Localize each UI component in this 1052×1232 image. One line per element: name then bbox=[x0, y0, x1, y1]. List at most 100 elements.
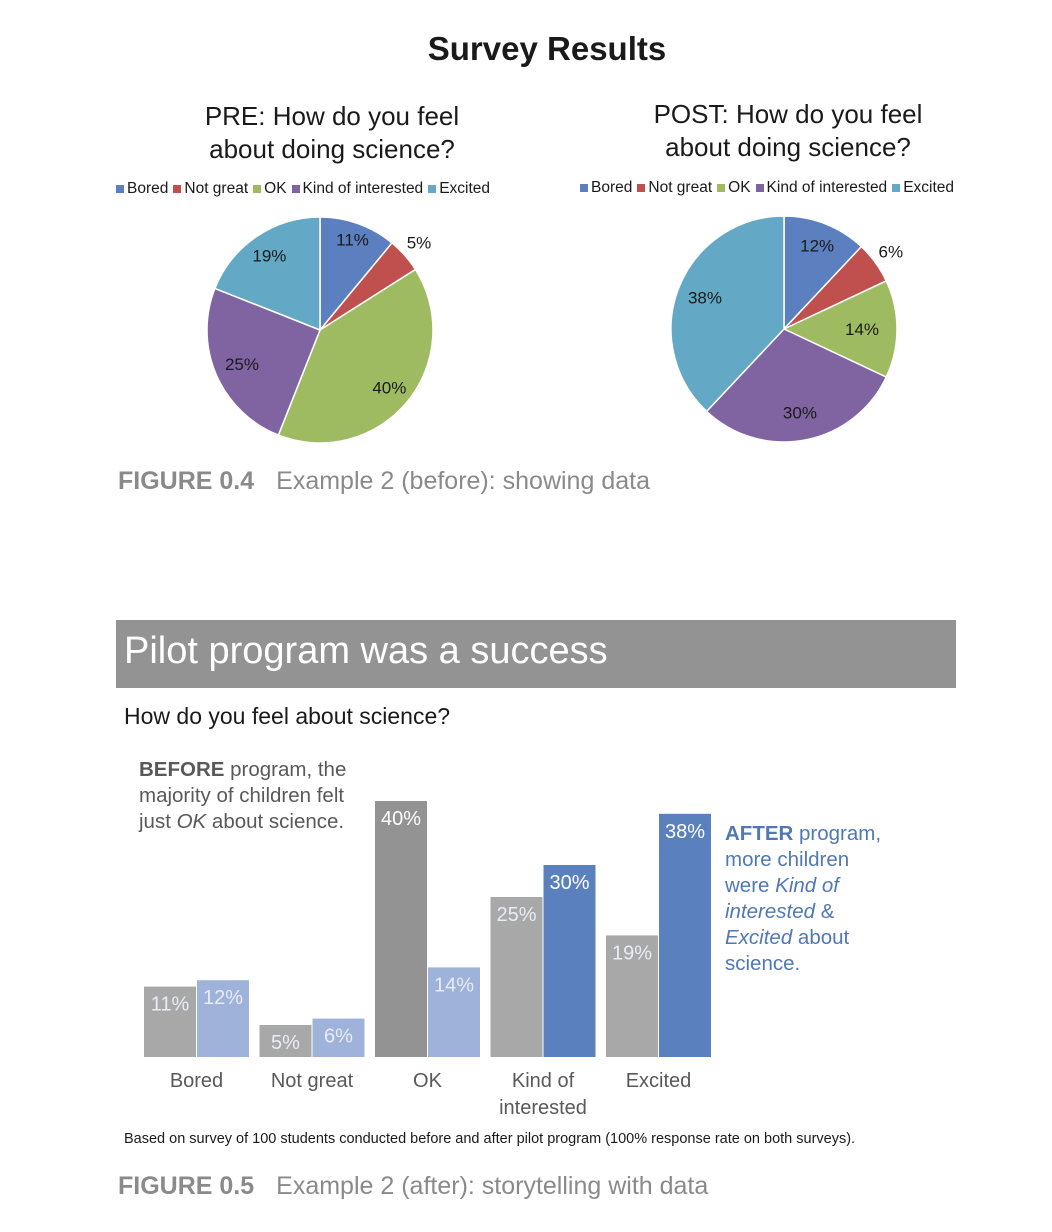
post-legend-swatch-not-great bbox=[637, 184, 646, 192]
pre-pie-title-line-1: PRE: How do you feel bbox=[204, 101, 460, 131]
post-slice-ok bbox=[782, 279, 898, 379]
before-bar-label-excited: 19% bbox=[612, 942, 652, 964]
category-label-not-great: Not great bbox=[271, 1070, 354, 1092]
post-slice-label-not-great: 6% bbox=[879, 242, 904, 261]
pre-legend-item-kind-of-interested: Kind of interested bbox=[291, 180, 424, 198]
before-bar-not-great bbox=[259, 1025, 312, 1057]
pre-legend-item-bored: Bored bbox=[116, 180, 168, 198]
pre-pie-legend: Bored Not great OK Kind of interested Excite… bbox=[116, 180, 495, 198]
after-bar-label-not-great: 6% bbox=[324, 1026, 353, 1048]
before-note-italic: OK bbox=[176, 810, 207, 833]
survey-footnote: Based on survey of 100 students conducte… bbox=[124, 1131, 856, 1147]
after-note-italic-2: Excited bbox=[725, 926, 793, 949]
before-bar-excited bbox=[606, 935, 658, 1057]
category-label-ok: OK bbox=[413, 1070, 443, 1092]
post-legend-swatch-excited bbox=[892, 184, 901, 192]
after-bar-label-ok: 14% bbox=[434, 974, 474, 996]
pre-slice-label-ok: 40% bbox=[372, 378, 406, 397]
post-slice-label-bored: 12% bbox=[800, 236, 834, 255]
post-slice-bored bbox=[783, 215, 863, 331]
pre-legend-item-excited: Excited bbox=[428, 180, 490, 198]
after-note-text-2: & bbox=[815, 900, 835, 923]
category-label-bored: Bored bbox=[170, 1070, 223, 1092]
pre-slice-kind-of-interested bbox=[206, 287, 321, 437]
banner-title: Pilot program was a success bbox=[124, 630, 608, 672]
post-legend-swatch-ok bbox=[717, 184, 726, 192]
pre-legend-label-ok: OK bbox=[264, 180, 287, 197]
pre-legend-item-ok: OK bbox=[253, 180, 287, 198]
pre-legend-label-not-great: Not great bbox=[184, 180, 249, 197]
category-label-kind-of-interested-line-1: Kind of bbox=[512, 1070, 575, 1092]
figure-0-5-caption: FIGURE 0.5 Example 2 (after): storytellin… bbox=[118, 1172, 708, 1201]
category-label-kind-of-interested-line-2: interested bbox=[499, 1097, 587, 1119]
after-note-text-3: about science. bbox=[725, 926, 850, 975]
after-note-italic-1: Kind of interested bbox=[725, 874, 839, 923]
pre-legend-swatch-bored bbox=[116, 185, 124, 193]
pre-slice-label-bored: 11% bbox=[336, 231, 369, 250]
post-legend-item-bored: Bored bbox=[580, 179, 632, 197]
before-bar-ok bbox=[375, 801, 427, 1057]
after-bar-ok bbox=[428, 967, 480, 1057]
post-pie-chart: 12% 6% 14% 30% 38% bbox=[670, 215, 904, 443]
post-legend-label-not-great: Not great bbox=[648, 179, 713, 196]
after-bar-label-bored: 12% bbox=[203, 987, 243, 1009]
before-note-bold: BEFORE bbox=[139, 758, 225, 781]
after-note-text-1: program, more children were bbox=[725, 822, 882, 897]
bar-chart-question: How do you feel about science? bbox=[124, 703, 451, 729]
pre-legend-item-not-great: Not great bbox=[173, 180, 248, 198]
post-legend-swatch-kind-of-interested bbox=[755, 184, 764, 192]
post-legend-item-kind-of-interested: Kind of interested bbox=[755, 179, 888, 197]
pre-legend-swatch-kind-of-interested bbox=[291, 185, 300, 193]
post-legend-label-ok: OK bbox=[728, 179, 751, 196]
post-pie-title: POST: How do you feel about doing scienc… bbox=[568, 98, 1008, 164]
post-legend-item-not-great: Not great bbox=[637, 179, 712, 197]
post-pie-title-line-1: POST: How do you feel bbox=[653, 99, 923, 129]
post-legend-label-bored: Bored bbox=[591, 179, 633, 196]
before-bar-label-ok: 40% bbox=[381, 808, 421, 830]
after-annotation: AFTER program, more children were Kind o… bbox=[725, 821, 895, 977]
pre-legend-label-bored: Bored bbox=[127, 180, 169, 197]
pre-legend-label-excited: Excited bbox=[439, 180, 491, 197]
post-legend-label-kind-of-interested: Kind of interested bbox=[766, 179, 888, 196]
pre-slice-excited bbox=[213, 216, 321, 332]
pre-slice-ok bbox=[277, 268, 434, 444]
post-slice-label-ok: 14% bbox=[845, 320, 879, 339]
bar-chart: 11% 12% Bored 5% 6% Not great 40% 14% OK 25% 30% Ki… bbox=[144, 801, 711, 1119]
post-legend-item-ok: OK bbox=[717, 179, 751, 197]
post-legend-swatch-bored bbox=[580, 184, 588, 192]
before-bar-label-not-great: 5% bbox=[271, 1032, 300, 1054]
pre-pie-title-line-2: about doing science? bbox=[209, 134, 455, 164]
post-slice-label-kind-of-interested: 30% bbox=[783, 403, 817, 422]
before-note-text-1: program, the majority of children felt j… bbox=[139, 758, 347, 833]
after-bar-label-excited: 38% bbox=[665, 821, 705, 843]
before-note-text-2: about science. bbox=[206, 810, 345, 833]
figure-0-4-text: Example 2 (before): showing data bbox=[276, 467, 650, 495]
after-bar-excited bbox=[659, 813, 711, 1057]
pre-slice-bored bbox=[319, 216, 394, 333]
post-slice-label-excited: 38% bbox=[688, 289, 722, 308]
before-bar-kind-of-interested bbox=[490, 897, 543, 1057]
post-pie-legend: Bored Not great OK Kind of interested Excite… bbox=[580, 179, 959, 197]
survey-title: Survey Results bbox=[427, 30, 667, 67]
post-slice-kind-of-interested bbox=[705, 328, 888, 443]
before-bar-label-bored: 11% bbox=[151, 994, 190, 1016]
pre-legend-swatch-not-great bbox=[173, 185, 182, 193]
figure-0-4-number: FIGURE 0.4 bbox=[118, 467, 255, 495]
after-bar-bored bbox=[197, 980, 249, 1057]
pre-slice-label-excited: 19% bbox=[252, 247, 286, 266]
pre-slice-label-kind-of-interested: 25% bbox=[225, 355, 259, 374]
figure-0-5-text: Example 2 (after): storytelling with dat… bbox=[276, 1172, 709, 1200]
after-bar-kind-of-interested bbox=[543, 865, 596, 1057]
pre-legend-label-kind-of-interested: Kind of interested bbox=[302, 180, 424, 197]
post-legend-item-excited: Excited bbox=[892, 179, 954, 197]
post-pie-title-line-2: about doing science? bbox=[665, 132, 911, 162]
after-bar-label-kind-of-interested: 30% bbox=[549, 872, 589, 894]
post-legend-label-excited: Excited bbox=[903, 179, 955, 196]
after-bar-not-great bbox=[312, 1018, 365, 1057]
figure-0-5-number: FIGURE 0.5 bbox=[118, 1172, 255, 1200]
after-note-bold: AFTER bbox=[725, 822, 794, 845]
pre-pie-title: PRE: How do you feel about doing science… bbox=[112, 100, 552, 166]
figure-0-4-caption: FIGURE 0.4 Example 2 (before): showing da… bbox=[118, 467, 650, 496]
pre-pie-chart: 11% 5% 40% 25% 19% bbox=[206, 216, 434, 444]
pre-legend-swatch-ok bbox=[253, 185, 262, 193]
